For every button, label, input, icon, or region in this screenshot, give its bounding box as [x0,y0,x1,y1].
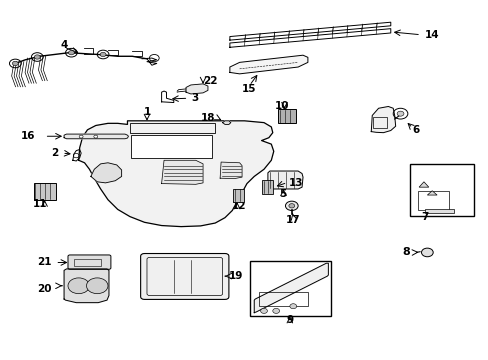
Bar [261,180,273,194]
Circle shape [12,61,18,66]
Text: 14: 14 [424,30,439,40]
Circle shape [68,278,89,294]
FancyBboxPatch shape [141,253,228,300]
Text: 6: 6 [412,125,419,135]
Bar [259,292,307,306]
Circle shape [285,201,298,211]
Text: 19: 19 [228,271,243,281]
Polygon shape [64,269,109,303]
Polygon shape [418,182,428,187]
Text: 17: 17 [285,215,300,225]
Circle shape [86,278,108,294]
Text: 22: 22 [203,76,217,86]
Bar [131,135,211,158]
Polygon shape [229,55,307,74]
Bar [130,123,215,134]
Text: 12: 12 [231,201,245,211]
Circle shape [396,111,403,116]
Text: 1: 1 [143,107,150,117]
Bar [250,261,330,316]
Polygon shape [79,121,273,226]
Text: 5: 5 [278,189,285,199]
Bar [409,164,473,216]
Text: 7: 7 [420,212,427,221]
Text: 13: 13 [288,177,302,188]
Text: 18: 18 [201,113,215,123]
Polygon shape [91,163,122,183]
Text: 20: 20 [37,284,52,294]
Text: 4: 4 [61,40,68,50]
Circle shape [100,52,106,57]
Polygon shape [370,107,395,133]
Text: 10: 10 [274,102,289,112]
Circle shape [289,304,296,309]
Text: 3: 3 [190,93,198,103]
Bar [232,189,244,202]
Circle shape [34,55,40,59]
Text: 9: 9 [285,315,293,325]
Polygon shape [185,84,207,94]
Text: 21: 21 [37,257,52,267]
Bar [424,209,453,213]
Circle shape [68,50,74,55]
Text: 15: 15 [242,84,256,94]
Circle shape [272,309,279,314]
Polygon shape [222,121,230,125]
Bar [74,259,101,266]
Polygon shape [64,134,128,139]
Circle shape [79,135,83,138]
Polygon shape [427,191,436,195]
Text: 11: 11 [32,199,47,210]
Circle shape [94,135,98,138]
Text: 16: 16 [21,131,36,141]
Bar [372,117,386,128]
Circle shape [288,204,294,208]
Polygon shape [229,22,390,40]
Polygon shape [161,160,203,184]
Bar [34,183,56,200]
Polygon shape [254,263,328,313]
Bar [277,109,296,123]
Text: 2: 2 [51,148,58,158]
FancyBboxPatch shape [68,255,111,269]
Polygon shape [220,162,242,179]
Circle shape [260,309,267,314]
Bar [417,191,448,211]
Polygon shape [229,29,390,47]
Polygon shape [267,171,303,189]
Circle shape [421,248,432,257]
Text: 8: 8 [402,247,409,257]
